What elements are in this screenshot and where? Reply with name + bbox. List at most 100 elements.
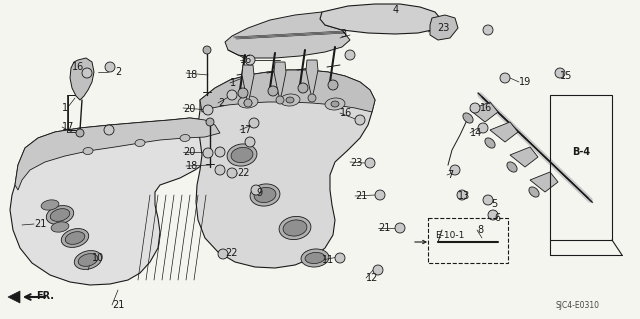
Text: 12: 12: [366, 273, 378, 283]
Text: 16: 16: [240, 55, 252, 65]
Text: E-10-1: E-10-1: [435, 231, 465, 240]
Text: 16: 16: [72, 62, 84, 72]
Text: 10: 10: [92, 253, 104, 263]
Circle shape: [238, 88, 248, 98]
Text: 23: 23: [437, 23, 449, 33]
Text: 7: 7: [447, 170, 453, 180]
Ellipse shape: [61, 229, 89, 248]
Polygon shape: [242, 65, 254, 103]
Text: 5: 5: [491, 199, 497, 209]
Circle shape: [457, 190, 467, 200]
Text: 21: 21: [355, 191, 367, 201]
Text: 21: 21: [34, 219, 46, 229]
Circle shape: [395, 223, 405, 233]
Circle shape: [76, 129, 84, 137]
Text: 9: 9: [256, 188, 262, 198]
Circle shape: [365, 158, 375, 168]
Circle shape: [244, 99, 252, 107]
Text: 23: 23: [350, 158, 362, 168]
Text: 16: 16: [340, 108, 352, 118]
Ellipse shape: [280, 94, 300, 106]
Circle shape: [249, 118, 259, 128]
Polygon shape: [274, 62, 286, 100]
Text: 11: 11: [322, 255, 334, 265]
Circle shape: [218, 249, 228, 259]
Ellipse shape: [286, 97, 294, 103]
Circle shape: [227, 168, 237, 178]
Text: 18: 18: [186, 70, 198, 80]
Text: 14: 14: [470, 128, 483, 138]
Text: 19: 19: [519, 77, 531, 87]
Circle shape: [203, 105, 213, 115]
Text: 4: 4: [393, 5, 399, 15]
Ellipse shape: [50, 209, 70, 221]
Text: 2: 2: [218, 98, 224, 108]
Polygon shape: [70, 58, 94, 100]
Ellipse shape: [83, 147, 93, 154]
Polygon shape: [530, 172, 558, 192]
Circle shape: [555, 68, 565, 78]
Text: SJC4-E0310: SJC4-E0310: [556, 300, 600, 309]
Circle shape: [500, 73, 510, 83]
Text: 22: 22: [225, 248, 237, 258]
Circle shape: [308, 94, 316, 102]
Ellipse shape: [485, 138, 495, 148]
Ellipse shape: [301, 249, 329, 267]
Circle shape: [268, 86, 278, 96]
Circle shape: [203, 148, 213, 158]
Circle shape: [375, 190, 385, 200]
Text: 8: 8: [477, 225, 483, 235]
Text: B-4: B-4: [572, 147, 590, 157]
Text: 3: 3: [340, 29, 346, 39]
Polygon shape: [15, 118, 220, 190]
Ellipse shape: [74, 251, 102, 270]
Ellipse shape: [51, 222, 69, 232]
Ellipse shape: [231, 147, 253, 163]
Ellipse shape: [463, 113, 473, 123]
Circle shape: [251, 185, 261, 195]
Ellipse shape: [254, 188, 276, 203]
Text: 1: 1: [230, 78, 236, 88]
Circle shape: [478, 123, 488, 133]
Polygon shape: [430, 15, 458, 40]
Text: 21: 21: [112, 300, 124, 310]
Bar: [428, 218, 508, 263]
Circle shape: [245, 137, 255, 147]
Text: 20: 20: [183, 104, 195, 114]
Text: 17: 17: [62, 122, 74, 132]
Circle shape: [483, 25, 493, 35]
Text: FR.: FR.: [36, 291, 54, 301]
Circle shape: [82, 68, 92, 78]
Text: 1: 1: [62, 103, 68, 113]
Ellipse shape: [65, 232, 84, 244]
Circle shape: [355, 115, 365, 125]
Ellipse shape: [279, 216, 311, 240]
Ellipse shape: [331, 101, 339, 107]
Text: 18: 18: [186, 161, 198, 171]
Text: 15: 15: [560, 71, 572, 81]
Ellipse shape: [529, 187, 539, 197]
Ellipse shape: [283, 220, 307, 236]
Circle shape: [203, 46, 211, 54]
Circle shape: [227, 90, 237, 100]
Ellipse shape: [325, 98, 345, 110]
Text: 16: 16: [480, 103, 492, 113]
Circle shape: [450, 165, 460, 175]
Polygon shape: [225, 12, 350, 58]
Text: 22: 22: [237, 168, 250, 178]
Circle shape: [488, 210, 498, 220]
Polygon shape: [490, 122, 518, 142]
Polygon shape: [510, 147, 538, 167]
Ellipse shape: [41, 200, 59, 210]
Circle shape: [483, 195, 493, 205]
Circle shape: [298, 83, 308, 93]
Circle shape: [215, 147, 225, 157]
Ellipse shape: [244, 100, 252, 106]
Text: 2: 2: [115, 67, 121, 77]
Circle shape: [276, 96, 284, 104]
Circle shape: [328, 80, 338, 90]
Ellipse shape: [507, 162, 517, 172]
Ellipse shape: [238, 96, 258, 108]
Ellipse shape: [250, 184, 280, 206]
Polygon shape: [200, 70, 375, 112]
